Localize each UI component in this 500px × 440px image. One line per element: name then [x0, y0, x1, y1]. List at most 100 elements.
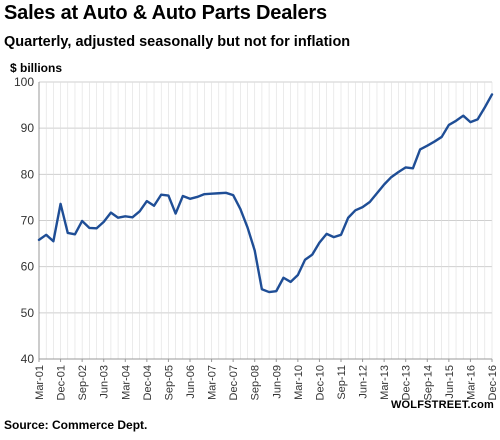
data-point	[311, 253, 314, 256]
x-tick-label: Jun-09	[271, 365, 283, 399]
data-point	[239, 208, 242, 210]
data-point	[404, 166, 407, 169]
data-point	[102, 220, 105, 223]
y-tick-label: 70	[21, 214, 35, 228]
sales-series-line	[37, 93, 494, 294]
data-point	[74, 233, 76, 236]
data-point	[275, 290, 278, 293]
data-point	[131, 216, 134, 219]
y-axis-ticks: 40 50 60 70 80 90 100	[14, 75, 34, 366]
data-point	[296, 274, 299, 276]
data-point	[138, 210, 141, 213]
data-point	[38, 238, 40, 241]
x-tick-label: Mar-16	[465, 365, 477, 400]
data-point	[253, 249, 256, 252]
data-point	[210, 192, 213, 195]
data-point	[246, 226, 249, 229]
x-tick-label: Jun-06	[185, 365, 197, 399]
data-point	[145, 200, 148, 203]
data-point	[203, 193, 206, 196]
data-point	[153, 204, 155, 207]
gridlines	[38, 81, 493, 360]
data-point	[354, 209, 357, 212]
data-point	[110, 211, 112, 214]
data-point	[289, 281, 292, 283]
data-point	[433, 140, 436, 143]
data-point	[117, 216, 119, 219]
x-axis-ticks: Mar-01 Dec-01 Sep-02 Jun-03 Mar-04 Dec-04 Sep-…	[34, 359, 499, 400]
x-tick-label: Dec-04	[142, 365, 154, 400]
data-point	[167, 194, 170, 197]
data-point	[426, 144, 429, 147]
data-point	[304, 258, 306, 261]
x-tick-label: Jun-03	[99, 365, 111, 399]
data-point	[368, 201, 371, 203]
x-tick-label: Sep-08	[250, 365, 262, 400]
x-tick-label: Dec-13	[401, 365, 413, 400]
data-point	[491, 93, 493, 96]
data-point	[88, 226, 91, 229]
data-point	[332, 236, 335, 239]
x-tick-label: Dec-10	[314, 365, 326, 400]
data-point	[318, 241, 321, 244]
x-tick-label: Mar-13	[379, 365, 391, 400]
data-point	[340, 233, 342, 236]
data-point	[282, 276, 285, 279]
data-point	[268, 291, 270, 293]
source-note: Source: Commerce Dept.	[4, 418, 148, 432]
data-point	[483, 106, 486, 109]
y-tick-label: 50	[21, 306, 35, 320]
data-point	[383, 183, 386, 186]
x-tick-label: Sep-11	[336, 365, 348, 400]
x-tick-label: Sep-02	[77, 365, 89, 400]
data-point	[412, 167, 414, 170]
chart-subtitle: Quarterly, adjusted seasonally but not f…	[4, 34, 351, 50]
data-point	[397, 171, 400, 173]
data-point	[455, 119, 457, 122]
data-point	[232, 194, 235, 197]
y-tick-label: 60	[21, 260, 35, 274]
y-tick-label: 40	[21, 352, 35, 366]
x-tick-label: Mar-07	[207, 365, 219, 400]
data-point	[462, 114, 465, 117]
series-layer	[37, 93, 494, 294]
data-point	[440, 136, 443, 138]
data-point	[361, 206, 364, 209]
data-point	[447, 124, 450, 126]
data-point	[225, 191, 227, 194]
x-tick-label: Dec-01	[56, 365, 68, 400]
data-point	[217, 192, 220, 195]
data-point	[376, 192, 378, 195]
x-tick-label: Dec-16	[487, 365, 499, 400]
data-point	[261, 288, 263, 291]
data-point	[95, 227, 98, 230]
data-point	[66, 232, 69, 234]
brand-watermark: WOLFSTREET.com	[390, 399, 494, 411]
x-tick-label: Jun-15	[444, 365, 456, 399]
data-point	[59, 202, 62, 205]
data-point	[174, 212, 177, 215]
data-point	[81, 220, 84, 222]
data-point	[181, 195, 184, 197]
data-point	[52, 240, 55, 243]
data-point	[390, 176, 393, 179]
data-point	[160, 193, 163, 196]
x-tick-label: Sep-14	[422, 365, 434, 400]
x-tick-label: Mar-10	[293, 365, 305, 400]
data-point	[196, 196, 199, 198]
x-tick-label: Sep-05	[163, 365, 175, 400]
data-point	[189, 197, 191, 200]
x-tick-label: Jun-12	[358, 365, 370, 399]
data-point	[476, 118, 479, 121]
y-tick-label: 90	[21, 121, 35, 135]
x-tick-label: Mar-01	[34, 365, 46, 400]
data-point	[124, 215, 127, 218]
data-point	[45, 233, 48, 236]
data-point	[419, 148, 421, 151]
x-tick-label: Mar-04	[120, 365, 132, 400]
data-point	[325, 232, 328, 235]
x-tick-label: Dec-07	[228, 365, 240, 400]
y-tick-label: 80	[21, 167, 35, 181]
chart-title: Sales at Auto & Auto Parts Dealers	[4, 2, 327, 24]
